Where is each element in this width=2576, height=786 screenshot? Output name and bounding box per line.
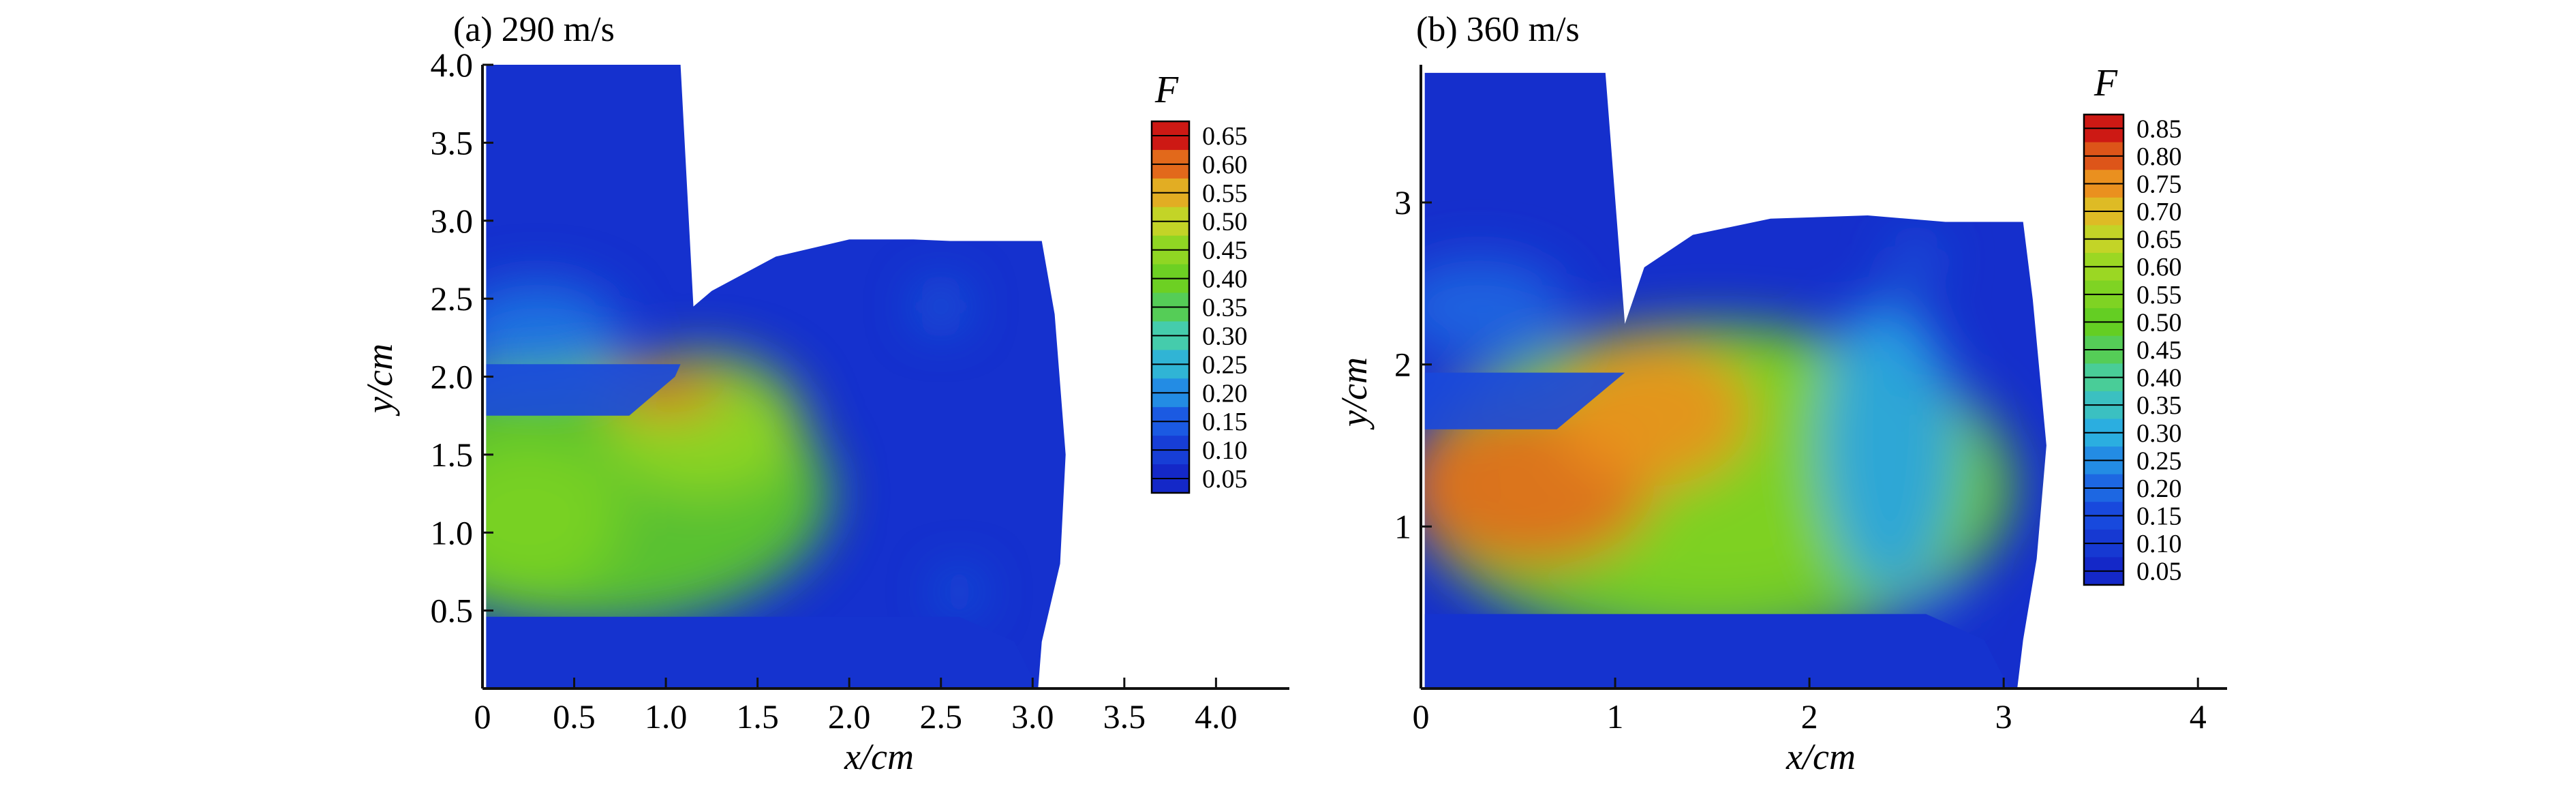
panel-a-x-tick-label: 3.5	[1103, 697, 1146, 736]
panel-a: (a) 290 m/s 0 0.5 1.0 1.5 2.0 2.5 3.0 3.5 4.0 0.5…	[359, 10, 1289, 777]
panel-a-ylabel: y/cm	[359, 344, 400, 417]
panel-b-field-region	[1557, 340, 1751, 486]
panel-b-xlabel: x/cm	[1785, 736, 1856, 777]
panel-a-legend: F 0.650.600.550.500.450.400.350.300.250.…	[1150, 69, 1248, 494]
legend-label: 0.65	[2136, 226, 2182, 254]
legend-frame	[2083, 113, 2125, 586]
panel-b-y-tick-label: 3	[1394, 183, 1411, 222]
panel-b-field-region	[1819, 299, 1955, 592]
panel-b-field-region	[1424, 259, 1567, 357]
legend-label: 0.60	[2136, 253, 2182, 282]
panel-b-y-tick-label: 2	[1394, 346, 1411, 384]
legend-label: 0.25	[1202, 350, 1248, 379]
legend-label: 0.30	[2136, 419, 2182, 448]
legend-label: 0.05	[2136, 558, 2182, 586]
panel-a-heatmap	[486, 65, 1066, 689]
panel-b: (b) 360 m/s 0 1 2 3 4 1 2 3 x/cm y/cm F 0.850.8…	[1334, 10, 2227, 777]
panel-a-x-tick-label: 1.5	[736, 697, 779, 736]
panel-b-legend-title: F	[2094, 62, 2118, 104]
panel-b-axes: 0 1 2 3 4 1 2 3	[1394, 65, 2227, 736]
panel-b-ylabel: y/cm	[1334, 357, 1375, 430]
legend-label: 0.50	[2136, 308, 2182, 337]
panel-a-field-region	[486, 283, 620, 377]
panel-b-heatmap	[1424, 72, 2046, 689]
legend-label: 0.35	[2136, 391, 2182, 420]
panel-b-x-tick-label: 1	[1607, 697, 1624, 736]
legend-label: 0.40	[2136, 364, 2182, 393]
panel-a-plate	[486, 616, 1039, 689]
panel-a-axes: 0 0.5 1.0 1.5 2.0 2.5 3.0 3.5 4.0 0.5 1.0 1.5 2.0 2.5…	[431, 46, 1289, 736]
panel-a-y-tick-label: 0.5	[431, 592, 474, 630]
legend-label: 0.80	[2136, 142, 2182, 171]
legend-label: 0.10	[2136, 530, 2182, 558]
panel-a-x-tick-label: 2.5	[919, 697, 962, 736]
panel-a-field-region	[919, 288, 964, 326]
panel-b-field-region	[1916, 583, 1955, 616]
panel-a-shoulder	[486, 364, 681, 416]
legend-label: 0.35	[1202, 294, 1248, 322]
panel-a-y-tick-label: 2.5	[431, 279, 474, 318]
panel-a-y-tick-label: 1.0	[431, 513, 474, 551]
panel-b-x-tick-label: 2	[1801, 697, 1818, 736]
legend-label: 0.55	[1202, 179, 1248, 208]
panel-a-x-tick-label: 0	[474, 697, 491, 736]
legend-label: 0.15	[1202, 408, 1248, 436]
panel-b-shoulder	[1424, 372, 1625, 429]
legend-label: 0.60	[1202, 151, 1248, 179]
panel-b-title: (b) 360 m/s	[1416, 10, 1580, 49]
legend-label: 0.25	[2136, 447, 2182, 475]
legend-frame	[1150, 120, 1191, 494]
legend-label: 0.15	[2136, 502, 2182, 531]
legend-label: 0.20	[2136, 474, 2182, 503]
panel-a-legend-title: F	[1154, 69, 1179, 111]
legend-label: 0.40	[1202, 265, 1248, 294]
panel-a-x-tick-label: 4.0	[1195, 697, 1238, 736]
legend-label: 0.45	[1202, 237, 1248, 265]
panel-a-x-tick-label: 3.0	[1011, 697, 1054, 736]
panel-a-x-tick-label: 2.0	[828, 697, 871, 736]
legend-label: 0.05	[1202, 465, 1248, 494]
legend-label: 0.75	[2136, 170, 2182, 198]
legend-label: 0.50	[1202, 208, 1248, 237]
panel-a-xlabel: x/cm	[844, 736, 914, 777]
panel-a-y-tick-label: 2.0	[431, 358, 474, 396]
legend-label: 0.70	[2136, 198, 2182, 226]
panel-b-legend: F 0.850.800.750.700.650.600.550.500.450.…	[2083, 62, 2182, 586]
panel-a-field-region	[940, 576, 978, 608]
panel-a-x-tick-label: 1.0	[645, 697, 688, 736]
panel-b-x-tick-label: 0	[1413, 697, 1430, 736]
panel-a-y-tick-label: 3.5	[431, 123, 474, 162]
legend-label: 0.65	[1202, 122, 1248, 151]
panel-a-y-tick-label: 3.0	[431, 202, 474, 240]
panel-b-y-tick-label: 1	[1394, 507, 1411, 545]
panel-a-field-region	[486, 439, 620, 595]
panel-b-plate	[1424, 614, 2010, 689]
panel-b-x-tick-label: 4	[2190, 697, 2207, 736]
legend-label: 0.20	[1202, 379, 1248, 408]
legend-label: 0.85	[2136, 115, 2182, 143]
legend-label: 0.55	[2136, 281, 2182, 309]
panel-b-x-tick-label: 3	[1995, 697, 2012, 736]
panel-a-title: (a) 290 m/s	[453, 10, 615, 49]
panel-b-field-region	[1892, 239, 1940, 279]
legend-label: 0.30	[1202, 322, 1248, 350]
panel-a-y-tick-label: 4.0	[431, 46, 474, 84]
panel-a-y-tick-label: 1.5	[431, 436, 474, 474]
panel-a-x-tick-label: 0.5	[553, 697, 596, 736]
legend-label: 0.45	[2136, 336, 2182, 365]
legend-label: 0.10	[1202, 436, 1248, 465]
